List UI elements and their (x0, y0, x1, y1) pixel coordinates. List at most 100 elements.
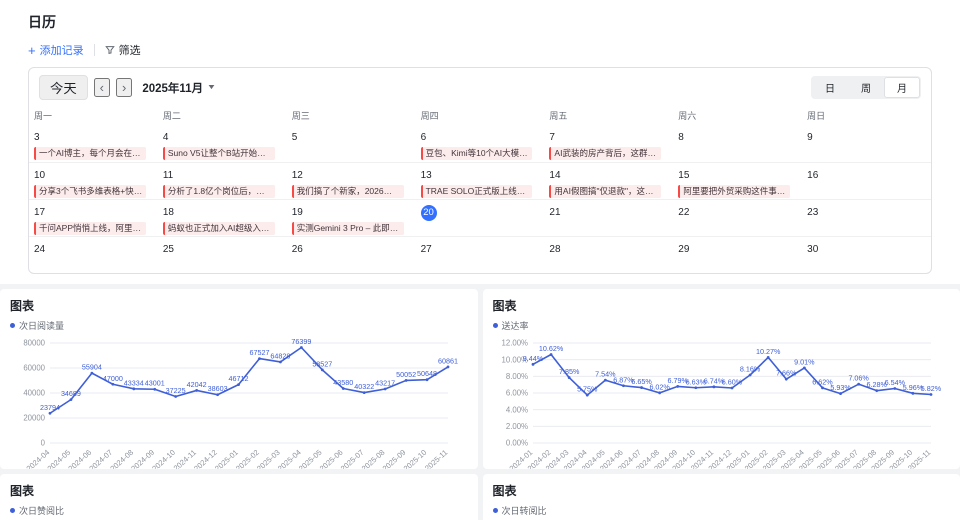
calendar-day-cell[interactable]: 8 (673, 125, 802, 162)
calendar-event[interactable]: Suno V5让整个B站开始文艺复兴了。 (162, 147, 275, 160)
data-point[interactable] (567, 376, 571, 379)
calendar-day-cell[interactable]: 13 TRAE SOLO正式版上线，我用30分钟写了一个... (416, 163, 545, 199)
calendar-day-cell[interactable]: 28 (544, 237, 673, 273)
calendar-event[interactable]: 蚂蚁也正式加入AI超级入口战场，它的名字，叫... (162, 222, 275, 235)
legend-item[interactable]: 次日转阅比 (492, 504, 951, 517)
month-selector[interactable]: 2025年11月 ▼ (142, 80, 216, 96)
calendar-day-cell[interactable]: 10 分享3个飞书多维表格+快捷指令的超绝用法，这... (29, 163, 158, 199)
data-point[interactable] (784, 377, 788, 381)
data-point[interactable] (693, 386, 697, 390)
calendar-day-cell[interactable]: 18 蚂蚁也正式加入AI超级入口战场，它的名字，叫... (158, 200, 287, 236)
calendar-day-cell[interactable]: 23 (802, 200, 931, 236)
legend-item[interactable]: 送达率 (492, 319, 951, 332)
legend-item[interactable]: 次日阅读量 (10, 319, 468, 332)
calendar-day-cell[interactable]: 24 (29, 237, 158, 273)
calendar-day-cell[interactable]: 7 AI武装的房产背后，这群人正在打一场看不见的... (544, 125, 673, 162)
calendar-day-cell[interactable]: 21 (544, 200, 673, 236)
calendar-day-cell[interactable]: 4 Suno V5让整个B站开始文艺复兴了。 (158, 125, 287, 162)
data-point[interactable] (299, 346, 303, 349)
data-point[interactable] (621, 384, 625, 388)
calendar-day-cell[interactable]: 11 分析了1.8亿个岗位后，我发现应届生们好像被AI... (158, 163, 287, 199)
data-point[interactable] (404, 379, 408, 382)
calendar-day-cell[interactable]: 16 (802, 163, 931, 199)
data-point[interactable] (874, 389, 878, 393)
data-point[interactable] (657, 391, 661, 395)
calendar-day-cell[interactable]: 6 豆包、Kimi等10个AI大模型预测美股，谁才是最... (416, 125, 545, 162)
data-point[interactable] (362, 391, 366, 394)
calendar-day-cell[interactable]: 12 我们搞了个新家，2026年，需要招募更多的伙伴... (287, 163, 416, 199)
add-record-button[interactable]: + 添加记录 (28, 42, 84, 58)
view-option-月[interactable]: 月 (884, 77, 920, 98)
calendar-day-cell[interactable]: 22 (673, 200, 802, 236)
data-point[interactable] (48, 411, 52, 415)
data-point[interactable] (153, 387, 157, 391)
data-point[interactable] (69, 398, 73, 402)
data-point[interactable] (712, 385, 715, 389)
legend-item[interactable]: 次日赞阅比 (10, 504, 468, 517)
calendar-event[interactable]: 分析了1.8亿个岗位后，我发现应届生们好像被AI... (162, 185, 275, 198)
data-point[interactable] (820, 386, 824, 390)
data-point[interactable] (132, 387, 136, 391)
calendar-day-cell[interactable]: 3 一个AI博主，每个月会在AI产品上花多少钱? (29, 125, 158, 162)
prev-month-button[interactable]: ‹ (93, 78, 110, 97)
calendar-day-cell[interactable]: 30 (802, 237, 931, 273)
view-option-日[interactable]: 日 (825, 84, 835, 95)
calendar-event[interactable]: 用AI假图搞"仅退款"，这是今年双十一最旺的一... (549, 185, 662, 198)
next-month-button[interactable]: › (116, 78, 133, 97)
today-button[interactable]: 今天 (39, 75, 88, 100)
calendar-day-cell[interactable]: 27 (416, 237, 545, 273)
data-point[interactable] (320, 368, 324, 372)
calendar-event[interactable]: 一个AI博主，每个月会在AI产品上花多少钱? (34, 147, 146, 160)
y-axis-tick: 0.00% (505, 439, 527, 448)
data-point[interactable] (911, 391, 914, 395)
data-point[interactable] (748, 373, 751, 377)
calendar-day-cell[interactable]: 25 (158, 237, 287, 273)
data-point[interactable] (279, 360, 282, 364)
calendar-event[interactable]: 豆包、Kimi等10个AI大模型预测美股，谁才是最... (420, 147, 533, 160)
data-point[interactable] (730, 386, 733, 390)
data-point[interactable] (639, 386, 643, 389)
calendar-event[interactable]: 我们搞了个新家，2026年，需要招募更多的伙伴... (291, 185, 404, 198)
calendar-day-cell[interactable]: 20 (416, 200, 545, 236)
data-point[interactable] (585, 393, 589, 397)
data-point[interactable] (603, 378, 607, 382)
data-point[interactable] (341, 387, 345, 390)
calendar-day-cell[interactable]: 9 (802, 125, 931, 162)
view-option-周[interactable]: 周 (861, 84, 871, 95)
data-point[interactable] (237, 383, 240, 387)
data-point[interactable] (838, 392, 842, 395)
calendar-event[interactable]: 分享3个飞书多维表格+快捷指令的超绝用法，这... (34, 185, 146, 198)
data-point[interactable] (446, 365, 450, 369)
data-point[interactable] (675, 385, 679, 388)
calendar-event[interactable]: 阿里要把外贸采购这件事，变成下一个巨型的AI... (678, 185, 791, 198)
data-point[interactable] (383, 387, 387, 391)
filter-button[interactable]: 筛选 (104, 42, 141, 58)
data-point[interactable] (174, 395, 178, 398)
data-point[interactable] (258, 357, 261, 360)
data-point[interactable] (802, 366, 806, 370)
data-point[interactable] (216, 393, 219, 397)
calendar-event[interactable]: 千问APP悄悄上线，阿里的AI超级入口也终于来... (34, 222, 146, 235)
calendar-day-cell[interactable]: 17 千问APP悄悄上线，阿里的AI超级入口也终于来... (29, 200, 158, 236)
calendar-day-cell[interactable]: 5 (287, 125, 416, 162)
calendar-event[interactable]: TRAE SOLO正式版上线，我用30分钟写了一个... (420, 185, 533, 198)
data-point[interactable] (195, 389, 199, 392)
data-point[interactable] (549, 353, 552, 356)
data-point[interactable] (425, 378, 429, 382)
calendar-day-cell[interactable]: 29 (673, 237, 802, 273)
data-point[interactable] (766, 356, 770, 359)
data-point[interactable] (531, 362, 534, 366)
calendar-day-cell[interactable]: 26 (287, 237, 416, 273)
data-point[interactable] (892, 387, 896, 390)
calendar-event[interactable]: 实测Gemini 3 Pro – 此即未来。 (291, 222, 404, 235)
data-point[interactable] (90, 371, 94, 375)
calendar-day-cell[interactable]: 14 用AI假图搞"仅退款"，这是今年双十一最旺的一... (544, 163, 673, 199)
calendar-event[interactable]: AI武装的房产背后，这群人正在打一场看不见的... (549, 147, 662, 160)
calendar-day-cell[interactable]: 19 实测Gemini 3 Pro – 此即未来。 (287, 200, 416, 236)
y-axis-tick: 60000 (23, 364, 45, 373)
data-point[interactable] (856, 382, 860, 386)
data-point[interactable] (111, 382, 115, 386)
calendar-panel: 日历 + 添加记录 筛选 今天 ‹ › 2025年11月 ▼ 日周月 周一 周二周… (0, 0, 960, 284)
calendar-day-cell[interactable]: 15 阿里要把外贸采购这件事，变成下一个巨型的AI... (673, 163, 802, 199)
data-point[interactable] (929, 393, 932, 396)
